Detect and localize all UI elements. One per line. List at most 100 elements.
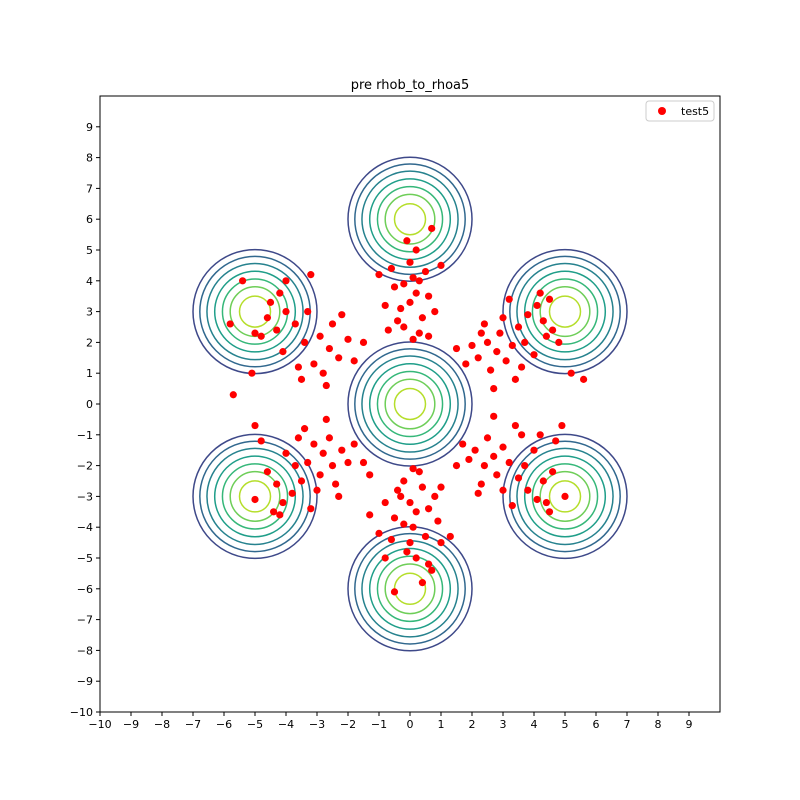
scatter-point: [350, 357, 358, 365]
scatter-point: [332, 480, 340, 488]
scatter-point: [313, 486, 321, 494]
scatter-point: [328, 462, 337, 470]
contour-ring: [238, 295, 272, 328]
x-tick-label: 6: [593, 718, 600, 731]
scatter-point: [282, 277, 290, 285]
scatter-point: [418, 579, 426, 587]
scatter-point: [514, 474, 523, 482]
scatter-point: [425, 560, 433, 568]
scatter-point: [514, 323, 523, 331]
scatter-point: [518, 431, 526, 439]
x-tick-label: −9: [123, 718, 139, 731]
scatter-point: [499, 443, 507, 451]
contour-ring: [199, 440, 311, 553]
scatter-point: [415, 468, 423, 476]
scatter-point: [499, 486, 507, 494]
contour-ring: [393, 202, 427, 236]
y-tick-label: −5: [77, 552, 93, 565]
scatter-point: [474, 354, 482, 362]
legend-label: test5: [681, 105, 709, 118]
scatter-point: [316, 332, 324, 340]
scatter-point: [533, 301, 541, 310]
scatter-point: [251, 329, 259, 337]
scatter-point: [282, 449, 290, 457]
scatter-point: [505, 295, 513, 303]
contour-ring: [206, 447, 304, 546]
scatter-point: [257, 437, 265, 445]
y-tick-label: 2: [86, 336, 93, 349]
scatter-point: [511, 421, 519, 430]
scatter-point: [263, 468, 271, 476]
scatter-point: [421, 532, 430, 541]
scatter-point: [437, 261, 445, 269]
scatter-point: [409, 274, 417, 282]
scatter-point: [471, 446, 479, 454]
y-tick-label: 7: [86, 182, 93, 195]
scatter-point: [359, 338, 368, 346]
x-tick-label: −6: [216, 718, 232, 731]
contour-ring: [376, 555, 444, 623]
scatter-point: [226, 320, 234, 328]
scatter-point: [294, 363, 302, 371]
y-tick-label: 1: [86, 367, 93, 380]
scatter-point: [322, 381, 330, 390]
scatter-point: [418, 483, 426, 491]
scatter-point: [248, 369, 256, 377]
scatter-point: [542, 332, 551, 340]
contour-ring: [213, 270, 297, 353]
scatter-point: [338, 446, 346, 454]
scatter-point: [561, 492, 569, 500]
scatter-point: [400, 323, 408, 331]
y-tick-label: −8: [77, 644, 93, 657]
scatter-point: [400, 280, 408, 288]
scatter-point: [462, 360, 470, 368]
scatter-point: [511, 375, 519, 383]
scatter-series: [226, 224, 588, 596]
contour-ring: [376, 185, 444, 253]
contour-ring: [548, 480, 582, 513]
y-tick-label: 4: [86, 275, 93, 288]
scatter-point: [490, 385, 498, 393]
x-tick-label: −4: [278, 718, 294, 731]
x-axis: −10 −9 −8 −7 −6 −5 −4 −3 −2 −1 0 1 2 3 4 5 6 7 8 9: [88, 712, 693, 731]
scatter-point: [425, 505, 433, 513]
scatter-point: [524, 486, 532, 494]
contour-ring: [548, 295, 582, 328]
scatter-point: [499, 314, 507, 322]
x-tick-label: 1: [438, 718, 445, 731]
x-tick-label: −8: [154, 718, 170, 731]
scatter-point: [425, 332, 433, 340]
y-tick-label: 5: [86, 244, 93, 257]
contour-ring: [361, 170, 459, 268]
scatter-point: [555, 338, 563, 346]
scatter-point: [310, 360, 318, 368]
scatter-point: [580, 375, 588, 383]
scatter-point: [421, 267, 430, 276]
y-tick-label: −1: [77, 429, 93, 442]
scatter-point: [533, 495, 541, 504]
scatter-point: [301, 338, 309, 346]
scatter-point: [307, 271, 315, 279]
scatter-point: [307, 505, 315, 513]
scatter-point: [282, 308, 290, 316]
scatter-point: [276, 511, 284, 519]
scatter-point: [375, 529, 383, 537]
scatter-point: [536, 431, 544, 439]
scatter-point: [338, 311, 346, 319]
contour-ring: [347, 341, 473, 467]
contour-ring: [384, 378, 436, 430]
contour-ring: [347, 156, 473, 282]
scatter-point: [452, 462, 461, 470]
scatter-point: [567, 369, 575, 377]
scatter-point: [446, 532, 454, 541]
contour-ring: [221, 463, 289, 530]
contour-ring: [393, 387, 427, 421]
scatter-point: [322, 415, 330, 423]
scatter-point: [431, 308, 439, 316]
scatter-point: [493, 471, 501, 479]
scatter-point: [545, 508, 554, 516]
scatter-point: [459, 440, 467, 448]
scatter-point: [480, 462, 488, 470]
scatter-point: [496, 329, 504, 337]
